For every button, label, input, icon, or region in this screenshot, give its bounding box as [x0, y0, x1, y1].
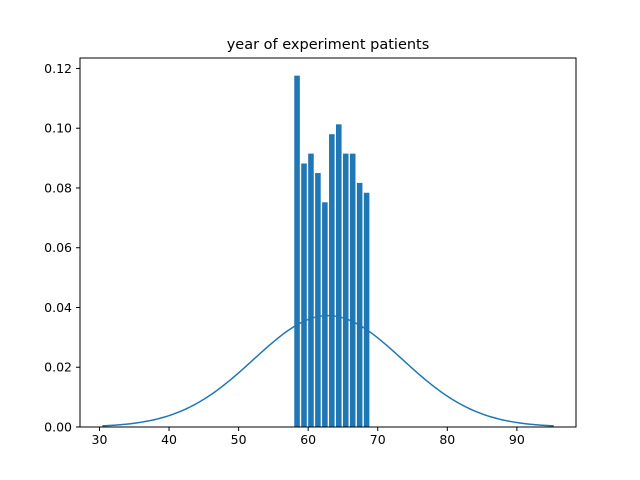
- x-tick-label: 50: [231, 432, 247, 447]
- bar: [342, 153, 349, 428]
- x-tick-label: 60: [300, 432, 316, 447]
- chart-title: year of experiment patients: [227, 37, 430, 53]
- density-curve: [102, 314, 554, 427]
- bar: [308, 153, 314, 428]
- x-tick-label: 40: [161, 432, 177, 447]
- bar-series: [294, 75, 370, 428]
- x-tick-label: 70: [370, 432, 386, 447]
- bar: [363, 192, 370, 427]
- x-tick-label: 30: [92, 432, 108, 447]
- y-tick-label: 0.12: [44, 61, 72, 76]
- plot-frame: [79, 57, 577, 428]
- x-tick-label: 80: [439, 432, 455, 447]
- bar: [322, 202, 328, 427]
- bar: [349, 153, 356, 428]
- y-axis: 0.00 0.02 0.04 0.06 0.08 0.10 0.12: [44, 61, 80, 435]
- y-tick-label: 0.04: [44, 300, 72, 315]
- y-tick-label: 0.00: [44, 420, 72, 435]
- bar: [329, 134, 335, 427]
- bar: [301, 163, 307, 427]
- y-tick-label: 0.10: [44, 121, 72, 136]
- y-tick-label: 0.06: [44, 240, 72, 255]
- bar: [356, 182, 363, 427]
- bar: [315, 173, 321, 427]
- x-tick-label: 90: [509, 432, 525, 447]
- x-axis: 30 40 50 60 70 80 90: [92, 427, 525, 447]
- y-tick-label: 0.02: [44, 360, 72, 375]
- bar: [294, 75, 300, 427]
- bar: [336, 124, 342, 427]
- y-tick-label: 0.08: [44, 180, 72, 195]
- density-line: [102, 314, 554, 427]
